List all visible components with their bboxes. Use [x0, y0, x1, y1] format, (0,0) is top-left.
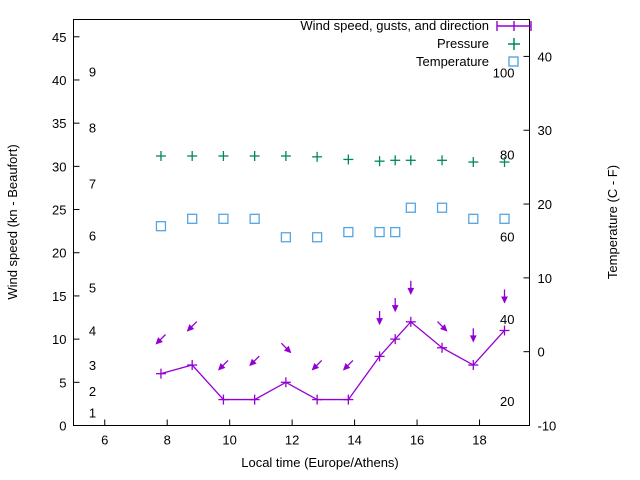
fahrenheit-label: 40 [500, 312, 514, 327]
y-axis-tick-labels: 0 5 10 15 20 25 30 35 40 45 [52, 30, 66, 434]
y2-tick-label: 30 [538, 123, 552, 138]
wind-arrow-head [249, 358, 257, 367]
y-tick-label: 5 [59, 375, 66, 390]
fahrenheit-label: 100 [493, 66, 515, 81]
wind-arrow-head [311, 363, 320, 371]
x-tick-label: 12 [285, 433, 299, 448]
temperature-series [155, 202, 510, 243]
temperature-point [405, 202, 416, 213]
y2-tick-label: 10 [538, 271, 552, 286]
wind-arrow-head [376, 318, 383, 326]
wind-arrow-head [218, 363, 226, 371]
y-tick-label: 20 [52, 246, 66, 261]
x-tick-label: 10 [222, 433, 236, 448]
beaufort-label: 7 [89, 177, 96, 192]
y2-tick-label: 40 [538, 49, 552, 64]
wind-arrow-head [469, 335, 477, 343]
x-tick-label: 14 [347, 433, 361, 448]
wind-arrow-head [186, 324, 195, 332]
y-tick-label: 0 [59, 419, 66, 434]
y-tick-label: 25 [52, 203, 66, 218]
temperature-point [468, 213, 479, 224]
x-tick-label: 18 [472, 433, 486, 448]
temperature-point [311, 232, 323, 243]
temperature-point [499, 213, 510, 224]
y2-tick-label: 0 [538, 345, 545, 360]
plot-frame [73, 19, 530, 426]
beaufort-label: 1 [89, 406, 96, 421]
beaufort-label: 3 [89, 358, 96, 373]
fahrenheit-label: 20 [500, 394, 514, 409]
temperature-point [249, 213, 260, 224]
wind-arrow-head [155, 337, 163, 345]
x-tick-label: 6 [101, 433, 108, 448]
temperature-point [343, 226, 354, 238]
y-axis-title: Wind speed (kn - Beaufort) [5, 144, 20, 299]
beaufort-scale-labels: 1 2 3 4 5 6 7 8 9 [89, 64, 96, 420]
temperature-point [374, 226, 385, 238]
legend-marker-pressure [508, 38, 520, 50]
x-tick-label: 8 [164, 433, 171, 448]
y-tick-label: 40 [52, 73, 66, 88]
wind-arrow-head [283, 345, 292, 354]
wind-arrow-head [501, 296, 508, 304]
beaufort-label: 9 [89, 64, 96, 79]
wind-speed-series [155, 316, 510, 405]
legend-label-wind: Wind speed, gusts, and direction [300, 18, 489, 33]
temperature-point [280, 232, 292, 243]
beaufort-label: 8 [89, 120, 96, 135]
y2-axis-ticks [523, 55, 530, 426]
legend-marker-temperature [508, 56, 519, 67]
beaufort-label: 4 [89, 323, 96, 338]
legend-label-pressure: Pressure [437, 36, 489, 51]
temperature-point [218, 213, 229, 224]
beaufort-label: 5 [89, 280, 96, 295]
x-axis-title: Local time (Europe/Athens) [241, 455, 399, 470]
pressure-series [155, 150, 510, 168]
temperature-point [436, 202, 448, 213]
wind-arrow-head [342, 363, 351, 371]
temperature-point [390, 226, 401, 238]
x-axis-tick-labels: 6 8 10 12 14 16 18 [101, 433, 487, 448]
wind-arrow-head [407, 287, 415, 295]
x-axis-ticks [104, 419, 481, 426]
y-axis-ticks [73, 36, 80, 426]
temperature-point [187, 213, 198, 224]
y2-tick-label: -10 [538, 419, 557, 434]
y-tick-label: 15 [52, 289, 66, 304]
legend-label-temperature: Temperature [416, 54, 489, 69]
legend-marker-wind [496, 21, 532, 31]
wind-direction-arrows [155, 280, 508, 371]
wind-arrow-head [440, 324, 448, 332]
temperature-point [155, 221, 167, 232]
y2-axis-tick-labels: -10 0 10 20 30 40 [538, 49, 557, 433]
y2-axis-title: Temperature (C - F) [605, 165, 620, 279]
x-tick-label: 16 [410, 433, 424, 448]
y-tick-label: 35 [52, 116, 66, 131]
y-tick-label: 30 [52, 159, 66, 174]
y-tick-label: 10 [52, 332, 66, 347]
y-tick-label: 45 [52, 30, 66, 45]
wind-arrow-head [391, 305, 399, 313]
chart-legend: Wind speed, gusts, and direction Pressur… [300, 18, 532, 69]
y2-tick-label: 20 [538, 197, 552, 212]
fahrenheit-label: 80 [500, 148, 514, 163]
beaufort-label: 2 [89, 384, 96, 399]
fahrenheit-label: 60 [500, 230, 514, 245]
beaufort-label: 6 [89, 228, 96, 243]
fahrenheit-scale-labels: 20 40 60 80 100 [493, 66, 515, 409]
